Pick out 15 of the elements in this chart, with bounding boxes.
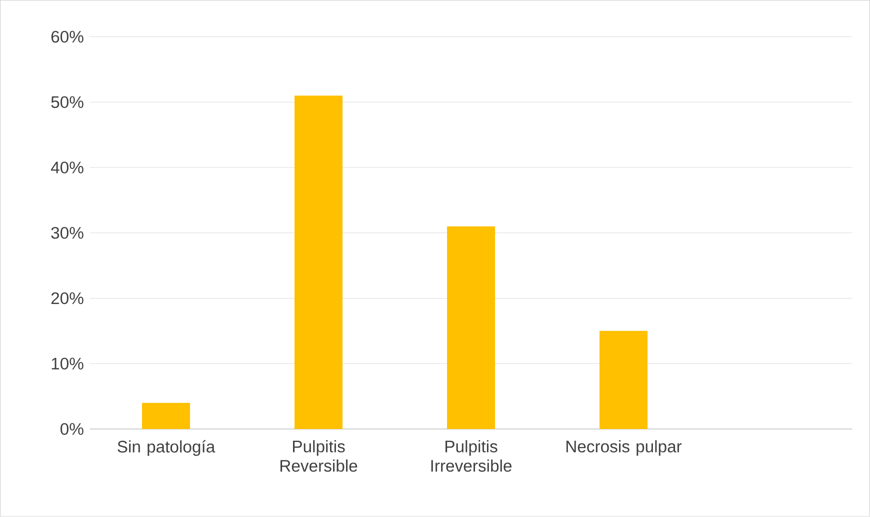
bar [600, 331, 648, 430]
y-tick-label: 40% [50, 162, 84, 174]
y-tick-label: 30% [51, 227, 84, 239]
x-tick-label: Pulpitis Irreversible [431, 440, 512, 472]
y-tick-label: 60% [51, 30, 84, 43]
y-tick-label: 20% [51, 292, 84, 304]
bar [447, 226, 496, 430]
y-tick-label: 50% [51, 96, 84, 108]
y-tick-label: 0% [60, 423, 84, 436]
bar [142, 402, 190, 430]
x-tick-label: Necrosis pulpar [566, 440, 682, 456]
bar [294, 96, 343, 430]
x-tick-label: Sin patología [118, 440, 216, 456]
x-tick-label: Pulpitis Reversible [280, 440, 358, 472]
y-tick-label: 10% [52, 358, 84, 370]
